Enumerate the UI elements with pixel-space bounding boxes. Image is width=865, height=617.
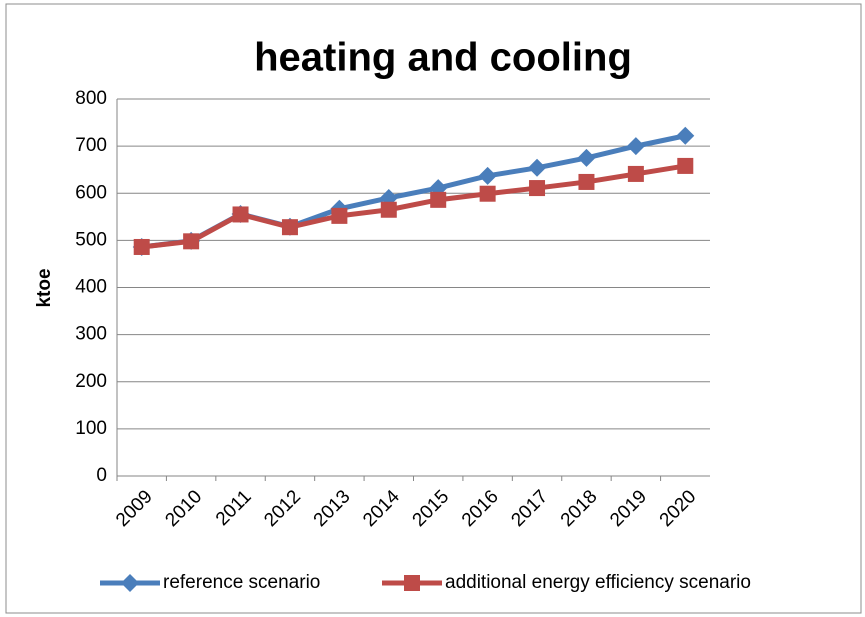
chart-title: heating and cooling [254,36,632,80]
chart-border [5,3,862,614]
data-point [232,206,249,223]
y-tick-label: 200 [75,371,107,392]
y-tick-label: 700 [75,135,107,156]
y-tick-label: 600 [75,182,107,203]
data-point [331,207,348,224]
data-point [627,165,644,182]
y-tick-label: 100 [75,418,107,439]
data-point [578,173,595,190]
legend-label: additional energy efficiency scenario [445,572,751,593]
y-tick-label: 500 [75,229,107,250]
data-point [677,157,694,174]
data-point [529,180,546,197]
data-point [626,137,645,156]
data-point [577,148,596,167]
data-point [676,126,695,145]
data-point [183,233,200,250]
data-point [528,158,547,177]
y-tick-label: 400 [75,277,107,298]
y-tick-label: 0 [96,465,107,486]
legend-marker [121,574,139,592]
y-axis-label: ktoe [34,268,55,307]
y-tick-label: 800 [75,88,107,109]
legend-marker [404,575,420,591]
data-point [479,185,496,202]
legend-label: reference scenario [163,572,320,593]
data-point [478,166,497,185]
data-point [133,238,150,255]
data-point [281,219,298,236]
series-line [141,163,686,250]
data-point [430,191,447,208]
y-tick-label: 300 [75,324,107,345]
data-point [380,201,397,218]
